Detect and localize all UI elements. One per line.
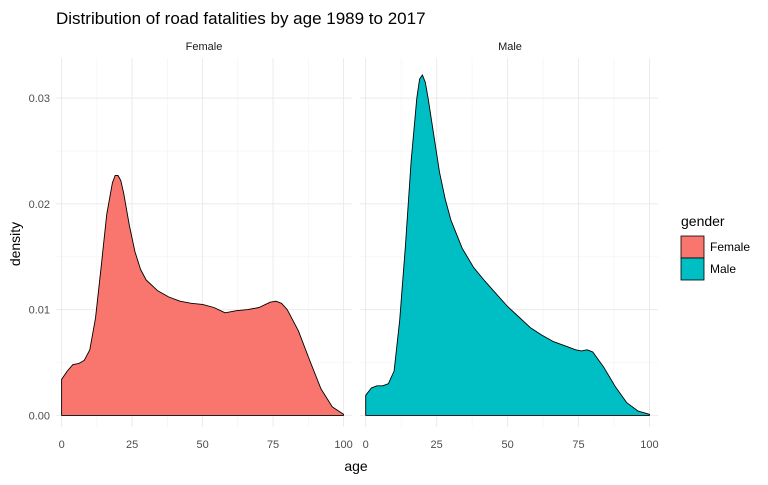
x-tick-label: 25 (431, 439, 443, 451)
x-tick-label: 50 (501, 439, 513, 451)
legend-key-female (680, 235, 705, 259)
chart-title: Distribution of road fatalities by age 1… (56, 9, 426, 28)
panel-male: Male 0 25 50 75 100 (360, 41, 659, 451)
x-tick-label: 50 (196, 439, 208, 451)
legend-key-male (680, 257, 705, 281)
x-tick-label: 100 (640, 439, 658, 451)
density-area-male (365, 74, 650, 416)
y-tick-label: 0.03 (29, 93, 50, 105)
density-area-female (61, 174, 344, 416)
x-tick-label: 0 (363, 439, 369, 451)
facet-strip-label: Male (498, 41, 522, 53)
legend-label-female: Female (710, 240, 750, 254)
y-tick-label: 0.00 (29, 410, 50, 422)
y-axis-label: density (7, 222, 23, 266)
y-tick-label: 0.01 (29, 305, 50, 317)
x-tick-label: 0 (59, 439, 65, 451)
facet-strip-label: Female (186, 41, 223, 53)
legend-title: gender (681, 213, 725, 229)
panel-female: Female 0 25 50 75 100 (56, 41, 353, 451)
y-tick-label: 0.02 (29, 199, 50, 211)
x-tick-label: 100 (334, 439, 352, 451)
x-axis-label: age (344, 458, 368, 474)
x-tick-label: 25 (126, 439, 138, 451)
x-tick-label: 75 (267, 439, 279, 451)
x-tick-label: 75 (572, 439, 584, 451)
legend-label-male: Male (710, 262, 736, 276)
legend: gender Female Male (680, 213, 750, 281)
y-axis: 0.00 0.01 0.02 0.03 (29, 93, 50, 422)
